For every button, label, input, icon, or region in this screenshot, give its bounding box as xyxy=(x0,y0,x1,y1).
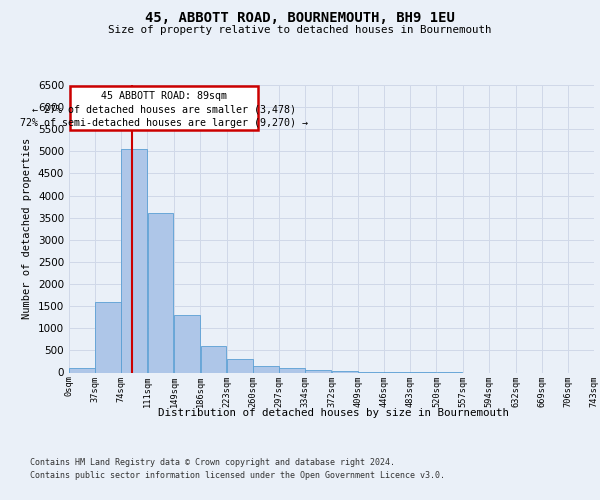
Bar xyxy=(175,315,200,372)
Bar xyxy=(253,366,279,372)
Text: Contains public sector information licensed under the Open Government Licence v3: Contains public sector information licen… xyxy=(30,472,445,480)
Bar xyxy=(200,346,226,372)
Text: Contains HM Land Registry data © Crown copyright and database right 2024.: Contains HM Land Registry data © Crown c… xyxy=(30,458,395,467)
Text: Distribution of detached houses by size in Bournemouth: Distribution of detached houses by size … xyxy=(158,408,509,418)
Text: 45 ABBOTT ROAD: 89sqm: 45 ABBOTT ROAD: 89sqm xyxy=(101,90,227,101)
Bar xyxy=(148,214,173,372)
Text: ← 27% of detached houses are smaller (3,478): ← 27% of detached houses are smaller (3,… xyxy=(32,105,296,115)
Bar xyxy=(279,368,305,372)
Bar xyxy=(95,302,121,372)
Bar xyxy=(69,368,95,372)
Bar xyxy=(305,370,331,372)
Bar xyxy=(121,149,148,372)
FancyBboxPatch shape xyxy=(70,86,259,130)
Text: 72% of semi-detached houses are larger (9,270) →: 72% of semi-detached houses are larger (… xyxy=(20,118,308,128)
Text: 45, ABBOTT ROAD, BOURNEMOUTH, BH9 1EU: 45, ABBOTT ROAD, BOURNEMOUTH, BH9 1EU xyxy=(145,10,455,24)
Y-axis label: Number of detached properties: Number of detached properties xyxy=(22,138,32,320)
Bar xyxy=(332,371,358,372)
Text: Size of property relative to detached houses in Bournemouth: Size of property relative to detached ho… xyxy=(108,25,492,35)
Bar xyxy=(227,359,253,372)
